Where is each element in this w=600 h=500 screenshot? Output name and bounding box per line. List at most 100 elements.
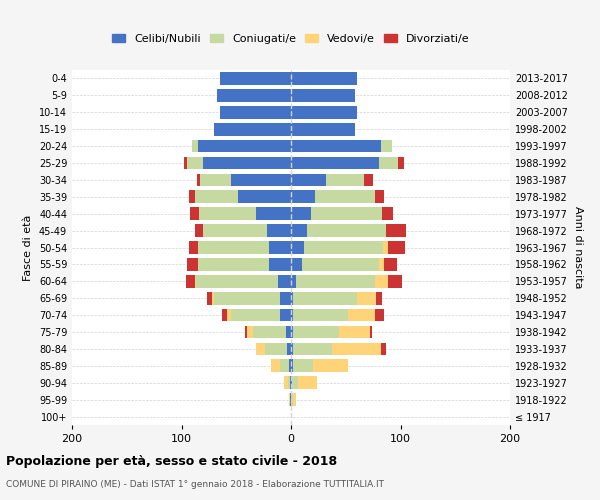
Bar <box>220 106 291 118</box>
Bar <box>298 376 317 389</box>
Bar <box>206 292 212 304</box>
Bar <box>189 190 194 203</box>
Bar <box>332 342 381 355</box>
Bar <box>286 326 291 338</box>
Bar <box>196 275 278 287</box>
Bar <box>291 394 293 406</box>
Bar <box>313 360 348 372</box>
Bar <box>194 190 238 203</box>
Bar <box>189 241 198 254</box>
Bar <box>348 309 376 322</box>
Bar <box>291 208 311 220</box>
Bar <box>269 258 291 270</box>
Bar <box>291 376 292 389</box>
Bar <box>291 326 293 338</box>
Bar <box>293 326 339 338</box>
Bar <box>291 292 293 304</box>
Bar <box>311 208 382 220</box>
Bar <box>265 342 287 355</box>
Bar <box>293 342 332 355</box>
Bar <box>291 174 326 186</box>
Bar <box>315 190 376 203</box>
Bar <box>288 376 290 389</box>
Bar <box>388 241 405 254</box>
Bar <box>302 258 379 270</box>
Bar <box>291 342 293 355</box>
Y-axis label: Fasce di età: Fasce di età <box>23 214 33 280</box>
Bar <box>291 309 293 322</box>
Bar <box>198 258 269 270</box>
Bar <box>383 241 388 254</box>
Bar <box>212 292 214 304</box>
Bar <box>200 174 231 186</box>
Bar <box>291 275 296 287</box>
Bar <box>356 292 376 304</box>
Bar <box>203 156 291 170</box>
Bar <box>291 156 379 170</box>
Bar <box>376 309 384 322</box>
Bar <box>376 190 384 203</box>
Bar <box>291 360 293 372</box>
Bar <box>364 174 373 186</box>
Bar <box>379 156 398 170</box>
Bar <box>269 241 291 254</box>
Bar <box>381 140 392 152</box>
Bar <box>382 208 393 220</box>
Bar <box>381 342 386 355</box>
Bar <box>291 89 355 102</box>
Bar <box>245 326 247 338</box>
Bar <box>280 292 291 304</box>
Bar <box>290 376 291 389</box>
Bar <box>184 156 187 170</box>
Bar <box>291 224 307 237</box>
Bar <box>289 360 291 372</box>
Bar <box>284 376 288 389</box>
Bar <box>388 275 401 287</box>
Bar <box>194 224 203 237</box>
Bar <box>287 342 291 355</box>
Bar <box>278 275 291 287</box>
Bar <box>293 394 296 406</box>
Bar <box>386 224 406 237</box>
Bar <box>197 174 200 186</box>
Bar <box>291 72 356 85</box>
Bar <box>199 208 256 220</box>
Bar <box>296 275 376 287</box>
Text: Popolazione per età, sesso e stato civile - 2018: Popolazione per età, sesso e stato civil… <box>6 455 337 468</box>
Bar <box>289 394 290 406</box>
Text: COMUNE DI PIRAINO (ME) - Dati ISTAT 1° gennaio 2018 - Elaborazione TUTTITALIA.IT: COMUNE DI PIRAINO (ME) - Dati ISTAT 1° g… <box>6 480 384 489</box>
Bar <box>379 258 384 270</box>
Bar <box>214 123 291 136</box>
Bar <box>304 241 383 254</box>
Bar <box>376 275 388 287</box>
Bar <box>238 190 291 203</box>
Bar <box>267 224 291 237</box>
Bar <box>222 309 227 322</box>
Bar <box>326 174 364 186</box>
Bar <box>198 241 269 254</box>
Bar <box>187 156 203 170</box>
Bar <box>384 258 397 270</box>
Bar <box>293 360 313 372</box>
Bar <box>291 106 356 118</box>
Legend: Celibi/Nubili, Coniugati/e, Vedovi/e, Divorziati/e: Celibi/Nubili, Coniugati/e, Vedovi/e, Di… <box>108 30 474 48</box>
Bar <box>271 360 280 372</box>
Bar <box>293 309 348 322</box>
Bar <box>291 241 304 254</box>
Bar <box>203 224 267 237</box>
Bar <box>376 292 382 304</box>
Bar <box>194 275 196 287</box>
Bar <box>256 208 291 220</box>
Bar <box>247 326 253 338</box>
Bar <box>231 174 291 186</box>
Bar <box>193 140 198 152</box>
Bar <box>227 309 231 322</box>
Bar <box>198 140 291 152</box>
Bar <box>291 190 315 203</box>
Bar <box>398 156 404 170</box>
Bar <box>291 140 381 152</box>
Bar <box>370 326 372 338</box>
Bar <box>339 326 370 338</box>
Bar <box>307 224 386 237</box>
Bar <box>280 309 291 322</box>
